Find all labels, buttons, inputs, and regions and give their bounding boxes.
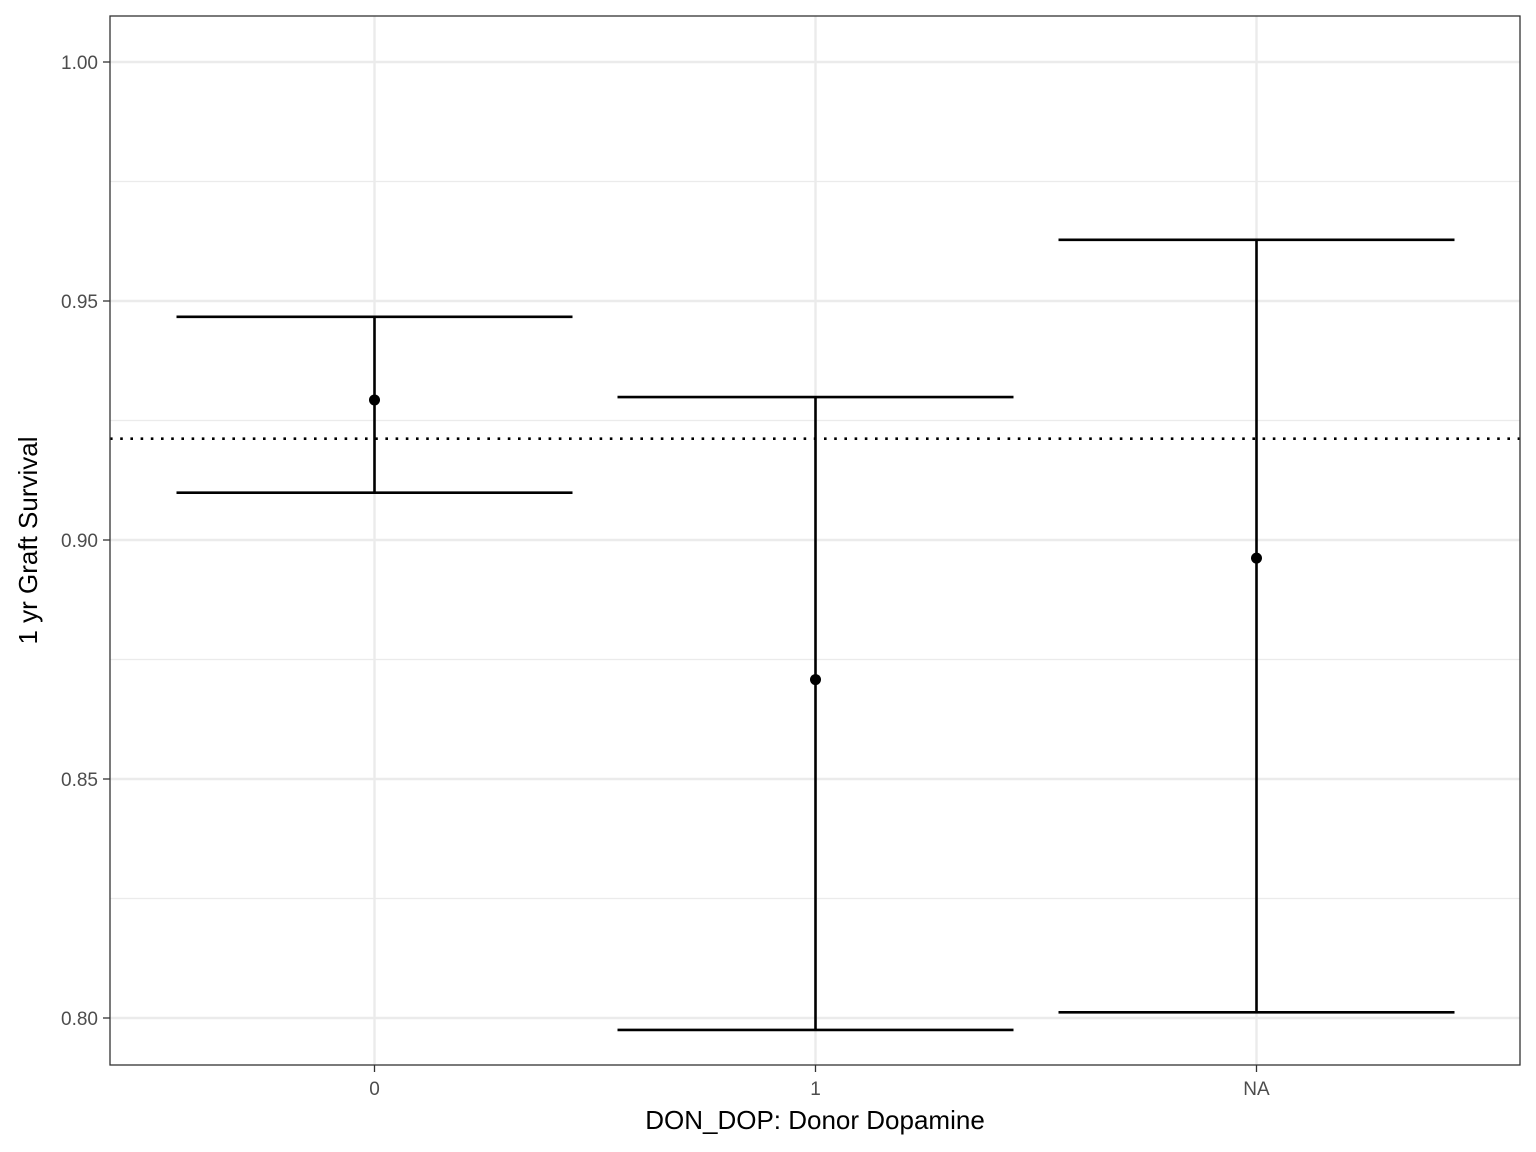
- y-tick-label: 0.95: [61, 292, 98, 313]
- y-tick-label: 0.80: [61, 1009, 98, 1030]
- y-tick-label: 0.90: [61, 531, 98, 552]
- point-estimate: [810, 674, 821, 686]
- y-axis-title: 1 yr Graft Survival: [13, 436, 43, 644]
- error-bar-group-NA: [1058, 238, 1455, 1014]
- x-tick-label: 1: [810, 1079, 821, 1100]
- x-tick-label: NA: [1243, 1079, 1270, 1100]
- y-tick-label: 0.85: [61, 770, 98, 791]
- y-tick-label: 1.00: [61, 53, 98, 74]
- x-tick-label: 0: [369, 1079, 380, 1100]
- error-bars: [176, 238, 1455, 1032]
- y-axis: 0.80 0.85 0.90 0.95 1.00: [61, 53, 110, 1030]
- point-estimate: [1251, 552, 1262, 564]
- point-estimate: [369, 394, 380, 406]
- x-axis: 0 1 NA: [369, 1065, 1270, 1100]
- error-bar-group-0: [176, 315, 573, 494]
- x-axis-title: DON_DOP: Donor Dopamine: [645, 1105, 985, 1135]
- error-bar-group-1: [617, 395, 1014, 1032]
